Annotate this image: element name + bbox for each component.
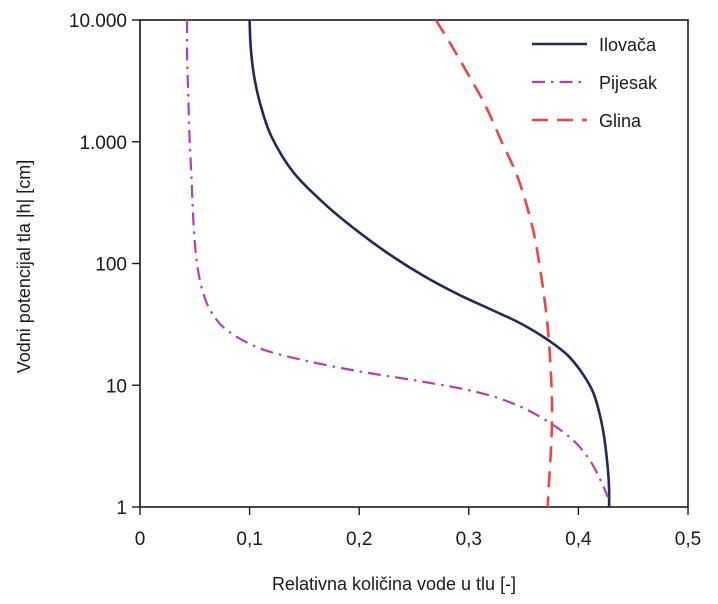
x-tick-label: 0,1 <box>236 529 262 550</box>
x-axis-title: Relativna količina vode u tlu [-] <box>272 574 516 594</box>
series-line-1 <box>248 19 611 508</box>
x-tick-label: 0,3 <box>456 529 482 550</box>
y-axis-title: Vodni potencijal tla |h| [cm] <box>14 160 34 373</box>
series-layer <box>185 19 611 508</box>
series-line-2 <box>185 19 610 498</box>
y-tick-label: 1.000 <box>79 133 127 154</box>
legend-label-1: Ilovača <box>599 35 657 55</box>
y-tick-label: 1 <box>116 498 127 519</box>
legend-label-2: Pijesak <box>599 73 658 93</box>
legend: Ilovača Pijesak Glina <box>532 35 658 131</box>
x-tick-label: 0,2 <box>346 529 372 550</box>
y-axis: 1 10 100 1.000 10.000 <box>69 11 140 519</box>
series-line-3 <box>434 19 554 508</box>
plot-area <box>139 19 689 508</box>
plot-frame <box>139 19 689 508</box>
x-tick-label: 0,4 <box>565 529 592 550</box>
x-tick-label: 0,5 <box>675 529 701 550</box>
y-tick-label: 10.000 <box>69 11 127 32</box>
x-axis: 0 0,1 0,2 0,3 0,4 0,5 <box>135 507 701 550</box>
legend-label-3: Glina <box>599 111 642 131</box>
y-tick-label: 100 <box>95 255 127 276</box>
y-tick-label: 10 <box>106 376 127 397</box>
x-tick-label: 0 <box>135 529 146 550</box>
